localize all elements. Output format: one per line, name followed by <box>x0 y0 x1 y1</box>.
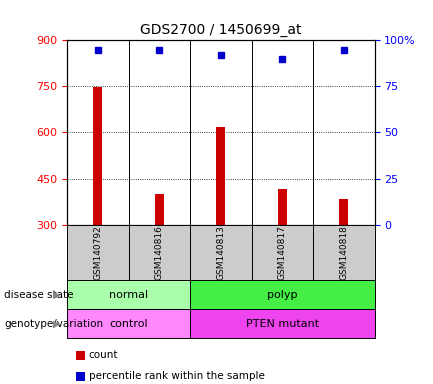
Text: GSM140816: GSM140816 <box>155 225 164 280</box>
Text: PTEN mutant: PTEN mutant <box>246 318 319 329</box>
Text: count: count <box>89 350 118 360</box>
Text: polyp: polyp <box>267 290 297 300</box>
Text: GSM140813: GSM140813 <box>216 225 225 280</box>
Bar <box>278 189 287 225</box>
Bar <box>155 194 164 225</box>
Text: GSM140817: GSM140817 <box>278 225 287 280</box>
Text: control: control <box>109 318 148 329</box>
Text: genotype/variation: genotype/variation <box>4 318 103 329</box>
Bar <box>93 87 103 225</box>
Bar <box>339 199 349 225</box>
Text: GSM140792: GSM140792 <box>94 225 102 280</box>
Title: GDS2700 / 1450699_at: GDS2700 / 1450699_at <box>140 23 301 36</box>
Bar <box>216 127 226 225</box>
Text: disease state: disease state <box>4 290 74 300</box>
Text: normal: normal <box>109 290 148 300</box>
Text: percentile rank within the sample: percentile rank within the sample <box>89 371 265 381</box>
Text: ▶: ▶ <box>52 318 60 329</box>
Text: GSM140818: GSM140818 <box>339 225 348 280</box>
Text: ▶: ▶ <box>52 290 60 300</box>
